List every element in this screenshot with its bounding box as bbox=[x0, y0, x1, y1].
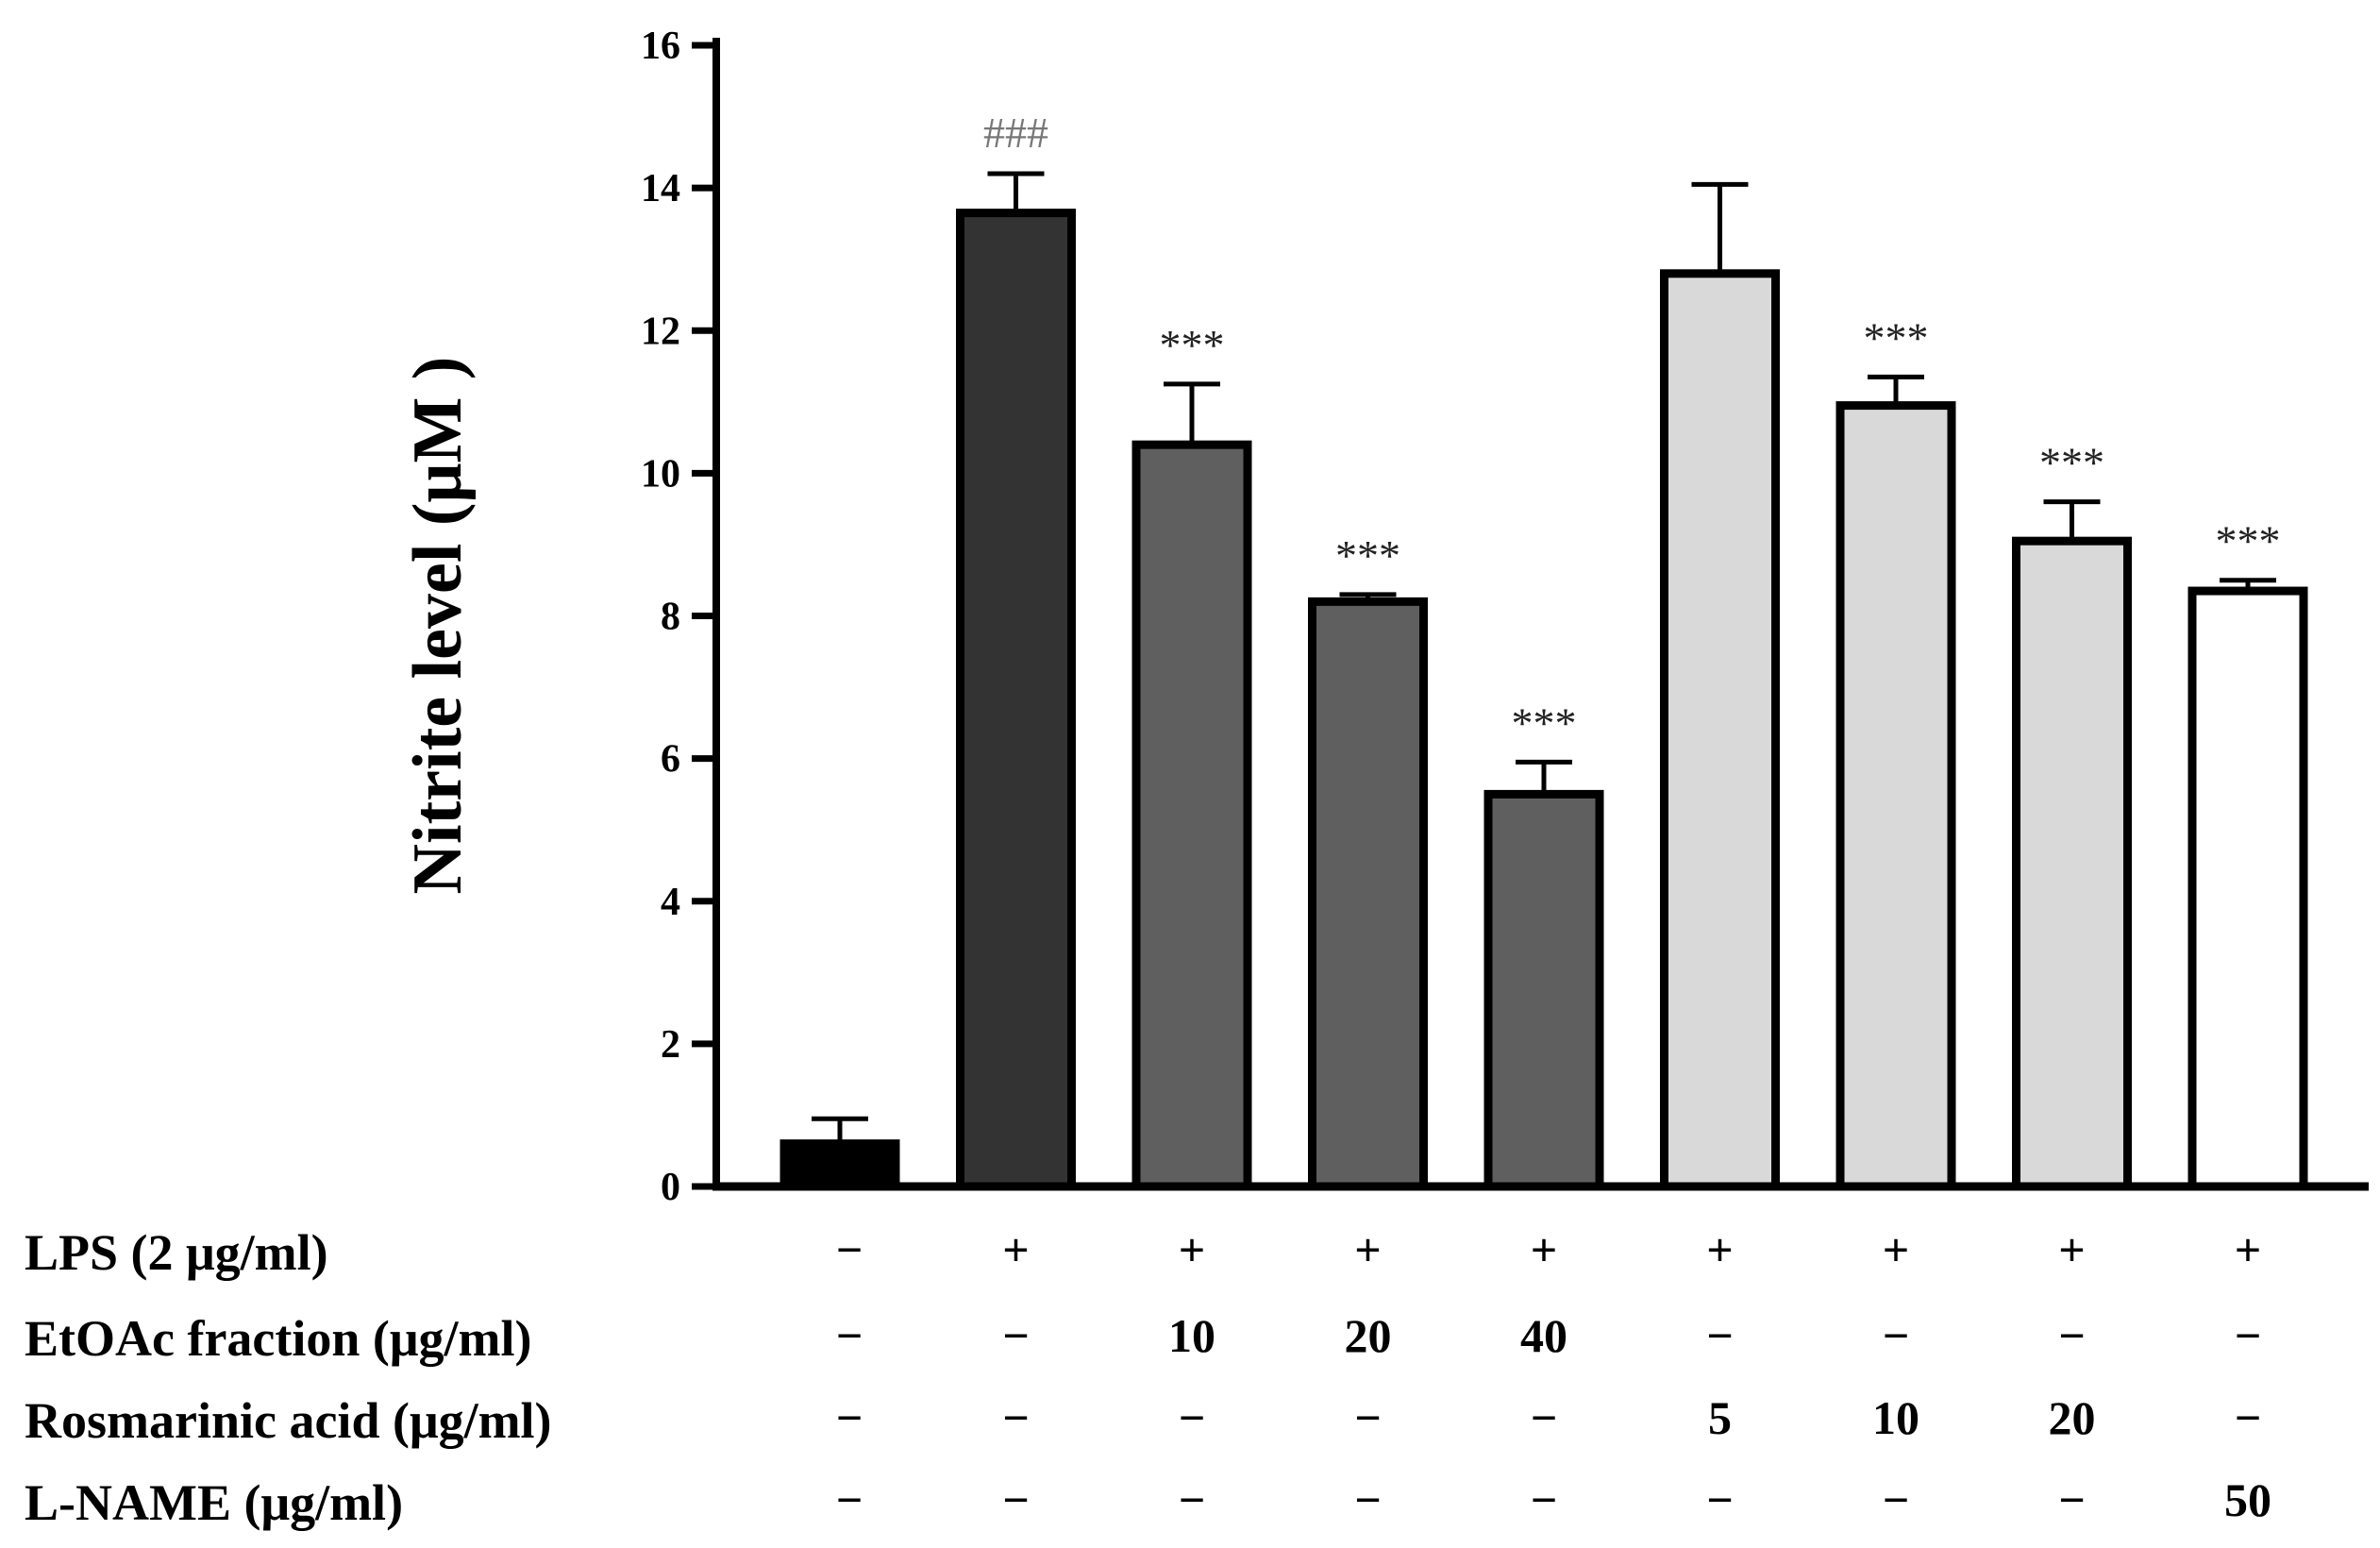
y-tick-label: 10 bbox=[641, 452, 680, 496]
condition-cell: − bbox=[1354, 1473, 1382, 1526]
condition-cell: + bbox=[1002, 1223, 1030, 1276]
condition-cell: + bbox=[1883, 1223, 1910, 1276]
condition-cell: − bbox=[1883, 1473, 1910, 1526]
y-tick-label: 4 bbox=[661, 881, 680, 924]
condition-cell: − bbox=[1531, 1391, 1558, 1444]
y-tick-label: 6 bbox=[661, 738, 680, 782]
condition-cell: 50 bbox=[2224, 1473, 2271, 1526]
error-bar-8 bbox=[2043, 499, 2101, 542]
y-axis-title: Nitrite level (μM ) bbox=[399, 357, 477, 895]
error-bar-2 bbox=[987, 171, 1045, 213]
condition-cell: + bbox=[2235, 1223, 2262, 1276]
condition-cell: − bbox=[836, 1223, 863, 1276]
condition-label-3: Rosmarinic acid (μg/ml) bbox=[25, 1392, 552, 1449]
condition-cell: 20 bbox=[1345, 1309, 1392, 1362]
condition-cell: − bbox=[1179, 1391, 1206, 1444]
condition-cell: 40 bbox=[1520, 1309, 1567, 1362]
condition-cell: + bbox=[2058, 1223, 2086, 1276]
error-bar-5 bbox=[1516, 759, 1572, 795]
condition-cell: − bbox=[1531, 1473, 1558, 1526]
condition-cell: + bbox=[1354, 1223, 1382, 1276]
significance-label-8: *** bbox=[2039, 439, 2104, 487]
condition-cell: − bbox=[2235, 1309, 2262, 1362]
bar-1 bbox=[779, 1139, 900, 1191]
condition-cell: − bbox=[1706, 1473, 1734, 1526]
condition-cell: − bbox=[1002, 1391, 1030, 1444]
y-tick-label: 12 bbox=[641, 310, 680, 353]
condition-label-1: LPS (2 μg/ml) bbox=[25, 1224, 328, 1281]
condition-cell: − bbox=[836, 1473, 863, 1526]
condition-cell: − bbox=[2058, 1309, 2086, 1362]
y-tick-label: 0 bbox=[661, 1166, 680, 1209]
condition-cell: − bbox=[2058, 1473, 2086, 1526]
significance-label-4: *** bbox=[1335, 531, 1400, 580]
error-bar-3 bbox=[1164, 381, 1220, 446]
condition-cell: − bbox=[1002, 1309, 1030, 1362]
significance-label-3: *** bbox=[1160, 321, 1225, 369]
error-bars bbox=[812, 171, 2276, 1144]
condition-cell: + bbox=[1706, 1223, 1734, 1276]
condition-cell: 10 bbox=[1168, 1309, 1215, 1362]
significance-label-5: *** bbox=[1512, 698, 1577, 747]
error-bar-1 bbox=[812, 1116, 868, 1144]
condition-cell: 20 bbox=[2049, 1391, 2096, 1444]
bar-8 bbox=[2012, 536, 2132, 1191]
condition-cell: − bbox=[1883, 1309, 1910, 1362]
y-tick-label: 16 bbox=[641, 25, 680, 68]
condition-cell: − bbox=[836, 1391, 863, 1444]
y-tick-label: 2 bbox=[661, 1023, 680, 1067]
bar-6 bbox=[1660, 269, 1780, 1191]
condition-cell: − bbox=[1002, 1473, 1030, 1526]
bar-2 bbox=[956, 209, 1076, 1191]
condition-cell: − bbox=[2235, 1391, 2262, 1444]
condition-cell: + bbox=[1179, 1223, 1206, 1276]
bar-7 bbox=[1835, 401, 1956, 1191]
condition-label-2: EtOAc fraction (μg/ml) bbox=[25, 1310, 531, 1367]
significance-annotations: ### *** *** *** *** *** *** bbox=[983, 109, 2281, 747]
y-tick-label: 14 bbox=[641, 167, 680, 210]
condition-cell: − bbox=[836, 1309, 863, 1362]
condition-cell: − bbox=[1354, 1391, 1382, 1444]
y-tick-label: 8 bbox=[661, 596, 680, 639]
error-bar-6 bbox=[1691, 181, 1749, 274]
error-bar-9 bbox=[2220, 578, 2276, 592]
condition-label-4: L-NAME (μg/ml) bbox=[25, 1474, 403, 1531]
error-bar-7 bbox=[1868, 374, 1924, 406]
condition-cell: 5 bbox=[1708, 1391, 1732, 1444]
significance-label-2: ### bbox=[983, 109, 1048, 157]
bar-5 bbox=[1483, 789, 1604, 1191]
treatment-table: LPS (2 μg/ml) − + + + + + + + + EtOAc fraction (μg… bbox=[25, 1223, 2271, 1531]
bar-3 bbox=[1131, 440, 1252, 1191]
condition-cell: − bbox=[1706, 1309, 1734, 1362]
significance-label-9: *** bbox=[2216, 517, 2281, 565]
condition-cell: − bbox=[1179, 1473, 1206, 1526]
bar-9 bbox=[2187, 586, 2308, 1191]
condition-cell: 10 bbox=[1872, 1391, 1919, 1444]
error-bar-4 bbox=[1339, 592, 1397, 602]
significance-label-7: *** bbox=[1864, 313, 1929, 362]
bar-4 bbox=[1308, 597, 1428, 1191]
condition-cell: + bbox=[1531, 1223, 1558, 1276]
